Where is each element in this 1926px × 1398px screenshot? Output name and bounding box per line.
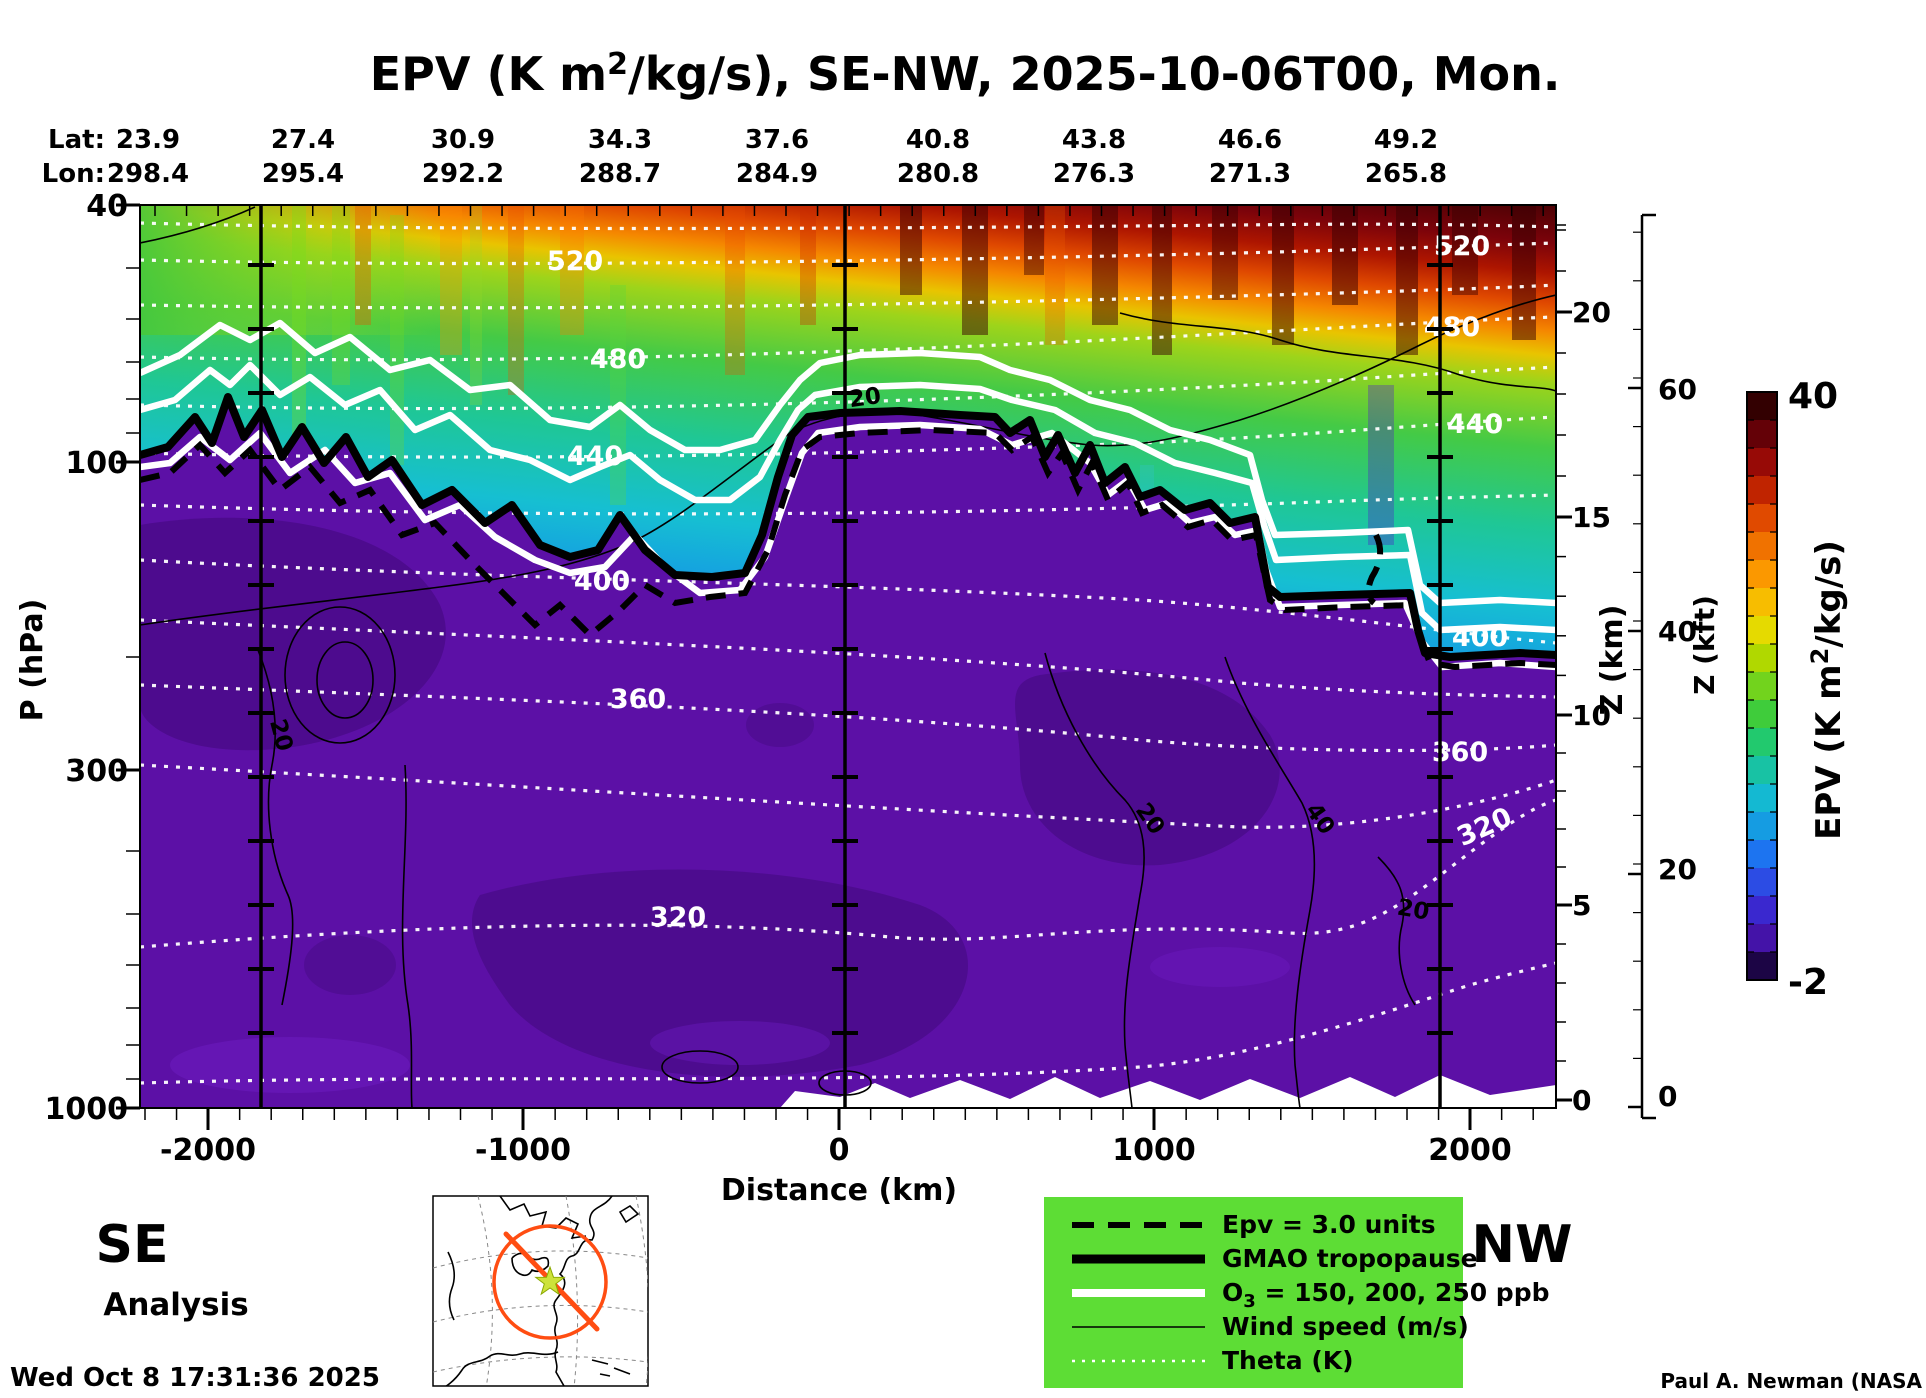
x-tick-label: -2000: [160, 1133, 256, 1168]
zkft-axis-title: Z (kft): [1688, 595, 1721, 695]
legend-label-tropopause: GMAO tropopause: [1222, 1244, 1478, 1273]
colorbar: 40 -2 EPV (K m2/kg/s): [1746, 376, 1849, 1003]
p-tick-label: 100: [65, 446, 128, 481]
wind-label: 20: [1395, 895, 1431, 926]
lon-row-label: Lon:: [42, 159, 105, 189]
legend-label-wind: Wind speed (m/s): [1222, 1312, 1469, 1341]
section-start-label: SE: [96, 1215, 169, 1275]
x-axis-distance: -2000 -1000 0 1000 2000 Distance (km): [160, 1133, 1512, 1208]
legend-label-theta: Theta (K): [1222, 1346, 1354, 1375]
analysis-label: Analysis: [103, 1287, 248, 1323]
colorbar-max-label: 40: [1788, 376, 1838, 417]
colorbar-title: EPV (K m2/kg/s): [1806, 540, 1849, 840]
lat-value: 27.4: [271, 125, 335, 155]
zkft-tick-label: 0: [1658, 1080, 1677, 1113]
epv-cross-section-plot: 520 480 440 400 360 320 520 480 440 400 …: [139, 204, 1557, 1109]
theta-label-left: 360: [610, 684, 666, 715]
epv-filled-contours: 520 480 440 400 360 320 520 480 440 400 …: [140, 205, 1556, 1108]
theta-label-left: 400: [574, 566, 630, 597]
p-tick-label: 300: [65, 754, 128, 789]
legend: Epv = 3.0 units GMAO tropopause O3 = 150…: [1044, 1197, 1550, 1388]
zkm-axis-title: Z (km): [1595, 605, 1630, 716]
lat-value: 40.8: [906, 125, 970, 155]
map-inset: [432, 1195, 649, 1387]
lon-value: 271.3: [1209, 159, 1291, 189]
x-tick-label: 2000: [1428, 1133, 1512, 1168]
lat-value: 37.6: [745, 125, 809, 155]
vertical-line-ticks: [248, 263, 1453, 1035]
wind-label: 20: [847, 383, 882, 413]
axis-ticks: [116, 203, 1642, 1130]
zkm-tick-label: 20: [1572, 296, 1611, 329]
lon-value: 276.3: [1053, 159, 1135, 189]
lon-value: 265.8: [1365, 159, 1447, 189]
y-axis-z-km: 20 15 10 5 0 Z (km): [1572, 296, 1630, 1117]
theta-label-left: 520: [547, 246, 603, 277]
epv3-dashed-contour: [140, 426, 1556, 671]
x-tick-label: 0: [829, 1133, 850, 1168]
lat-value: 34.3: [588, 125, 652, 155]
zkm-tick-label: 0: [1572, 1084, 1591, 1117]
theta-label-right: 440: [1447, 409, 1503, 440]
x-axis-title: Distance (km): [721, 1173, 957, 1208]
timestamp: Wed Oct 8 17:31:36 2025: [10, 1363, 380, 1393]
credit: Paul A. Newman (NASA: [1660, 1369, 1922, 1393]
colorbar-ticks: [1747, 419, 1777, 953]
lat-value: 30.9: [431, 125, 495, 155]
lon-value: 295.4: [262, 159, 344, 189]
legend-label-epv: Epv = 3.0 units: [1222, 1210, 1436, 1239]
y-axis-title: P (hPa): [15, 599, 50, 722]
map-range-ring: [492, 1224, 608, 1340]
p-tick-label: 1000: [45, 1092, 129, 1127]
colorbar-cells: [1747, 392, 1777, 981]
x-tick-label: -1000: [475, 1133, 571, 1168]
theta-label-left: 320: [650, 902, 706, 933]
lon-value: 284.9: [736, 159, 818, 189]
zkm-tick-label: 5: [1572, 889, 1591, 922]
lat-value: 49.2: [1374, 125, 1438, 155]
x-tick-label: 1000: [1112, 1133, 1196, 1168]
lon-value: 292.2: [422, 159, 504, 189]
section-end-label: NW: [1472, 1215, 1573, 1275]
vertical-reference-lines: [259, 205, 1442, 1108]
colorbar-min-label: -2: [1788, 962, 1828, 1003]
wind-speed-contours: [140, 206, 1556, 1108]
theta-label-right: 400: [1452, 622, 1508, 653]
terrain-region: [780, 1075, 1556, 1108]
lat-lon-header: Lat: Lon: 23.9 27.4 30.9 34.3 37.6 40.8 …: [42, 125, 1447, 189]
troposphere-shading: [140, 517, 1290, 1093]
lon-value: 298.4: [107, 159, 189, 189]
lat-value: 23.9: [116, 125, 180, 155]
tropopause-line: [140, 393, 1556, 661]
map-center-star-icon: [534, 1265, 566, 1296]
map-graticule: [433, 1196, 648, 1386]
zkm-tick-label: 10: [1572, 699, 1611, 732]
lon-value: 288.7: [579, 159, 661, 189]
theta-label-left: 440: [567, 441, 623, 472]
lat-value: 43.8: [1062, 125, 1126, 155]
zkft-tick-label: 20: [1658, 853, 1697, 886]
p-tick-label: 40: [86, 189, 128, 224]
lat-row-label: Lat:: [48, 125, 105, 155]
zkm-tick-label: 15: [1572, 501, 1611, 534]
lat-value: 46.6: [1218, 125, 1282, 155]
theta-label-left: 480: [590, 344, 646, 375]
y-axis-z-kft: 60 40 20 0 Z (kft): [1640, 213, 1721, 1120]
y-axis-pressure: 40 100 300 1000 P (hPa): [15, 189, 128, 1127]
lon-value: 280.8: [897, 159, 979, 189]
theta-label-right: 520: [1434, 231, 1490, 262]
zkft-tick-label: 40: [1658, 615, 1697, 648]
zkft-tick-label: 60: [1658, 373, 1697, 406]
page-title: EPV (K m2/kg/s), SE-NW, 2025-10-06T00, M…: [370, 47, 1561, 101]
legend-label-ozone: O3 = 150, 200, 250 ppb: [1222, 1278, 1550, 1312]
